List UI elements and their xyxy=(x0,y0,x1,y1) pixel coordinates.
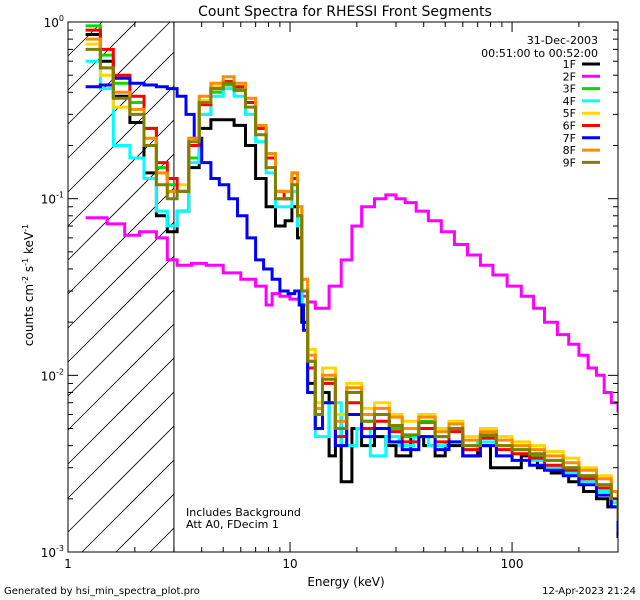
hatch-line xyxy=(67,425,175,533)
legend-label-6F: 6F xyxy=(563,120,576,133)
y-tick-label: 10-1 xyxy=(41,191,64,207)
hatch-line xyxy=(67,21,171,125)
annotation-background: Includes Background xyxy=(186,506,301,519)
date-label: 31-Dec-2003 xyxy=(527,34,598,47)
hatch-line xyxy=(67,323,175,431)
hatch-line xyxy=(67,289,175,397)
legend-label-8F: 8F xyxy=(563,144,576,157)
series-2F xyxy=(85,193,618,412)
x-axis-label: Energy (keV) xyxy=(307,575,384,589)
hatch-line xyxy=(149,527,175,553)
legend-label-7F: 7F xyxy=(563,132,576,145)
y-tick-label: 10-3 xyxy=(41,544,64,560)
legend-label-1F: 1F xyxy=(563,58,576,71)
y-axis-label: counts cm-2 s-1 keV-1 xyxy=(21,224,36,346)
series-1F xyxy=(85,33,618,538)
hatch-line xyxy=(67,221,175,329)
hatch-line xyxy=(67,187,175,295)
hatch-line xyxy=(67,357,175,465)
hatch-line xyxy=(67,85,175,193)
x-tick-label: 1 xyxy=(64,557,72,571)
hatched-region xyxy=(67,21,175,553)
legend-label-2F: 2F xyxy=(563,70,576,83)
annotation-attenuator: Att A0, FDecim 1 xyxy=(186,518,279,531)
y-tick-label: 100 xyxy=(44,14,64,30)
series-7F xyxy=(85,76,618,532)
x-tick-label: 10 xyxy=(282,557,297,571)
legend-label-9F: 9F xyxy=(563,156,576,169)
hatch-line xyxy=(67,255,175,363)
series-lines xyxy=(85,24,618,538)
series-9F xyxy=(85,47,618,521)
footer-timestamp: 12-Apr-2023 21:24 xyxy=(542,586,636,597)
hatch-line xyxy=(81,459,175,553)
hatch-line xyxy=(115,493,175,553)
hatch-line xyxy=(67,153,175,261)
legend-label-4F: 4F xyxy=(563,95,576,108)
footer-generated-by: Generated by hsi_min_spectra_plot.pro xyxy=(4,586,200,597)
x-tick-label: 100 xyxy=(501,557,524,571)
axes: 1 10 100 10-3 10-2 10-1 100 xyxy=(41,14,619,571)
time-range-label: 00:51:00 to 00:52:00 xyxy=(481,47,598,60)
plot-frame xyxy=(67,21,619,553)
hatch-line xyxy=(67,51,175,159)
y-tick-label: 10-2 xyxy=(41,367,64,383)
legend-label-3F: 3F xyxy=(563,83,576,96)
chart-title: Count Spectra for RHESSI Front Segments xyxy=(198,4,492,20)
legend-label-5F: 5F xyxy=(563,107,576,120)
hatch-line xyxy=(67,391,175,499)
hatch-line xyxy=(67,21,103,57)
